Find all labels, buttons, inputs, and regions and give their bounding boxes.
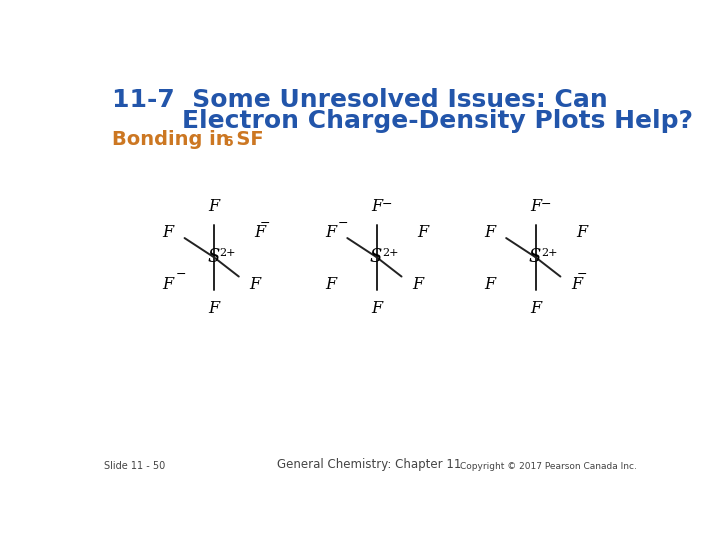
Text: 2+: 2+	[220, 248, 236, 258]
Text: 2+: 2+	[382, 248, 399, 258]
Text: −: −	[338, 217, 348, 230]
Text: F: F	[208, 300, 220, 316]
Text: F: F	[250, 276, 261, 293]
Text: F: F	[413, 276, 423, 293]
Text: F: F	[208, 198, 220, 215]
Text: 2+: 2+	[541, 248, 557, 258]
Text: S: S	[207, 247, 220, 266]
Text: F: F	[372, 300, 382, 316]
Text: F: F	[484, 276, 495, 293]
Text: F: F	[325, 224, 336, 241]
Text: S: S	[370, 247, 382, 266]
Text: F: F	[571, 276, 582, 293]
Text: Slide 11 - 50: Slide 11 - 50	[104, 461, 165, 471]
Text: F: F	[163, 224, 174, 241]
Text: F: F	[576, 224, 587, 241]
Text: F: F	[530, 300, 541, 316]
Text: F: F	[163, 276, 174, 293]
Text: F: F	[372, 198, 382, 215]
Text: −: −	[382, 198, 392, 211]
Text: General Chemistry: Chapter 11: General Chemistry: Chapter 11	[276, 458, 462, 471]
Text: −: −	[541, 198, 552, 211]
Text: 11-7  Some Unresolved Issues: Can: 11-7 Some Unresolved Issues: Can	[112, 88, 608, 112]
Text: F: F	[417, 224, 428, 241]
Text: F: F	[254, 224, 266, 241]
Text: F: F	[325, 276, 336, 293]
Text: Bonding in SF: Bonding in SF	[112, 130, 264, 149]
Text: Copyright © 2017 Pearson Canada Inc.: Copyright © 2017 Pearson Canada Inc.	[459, 462, 636, 471]
Text: −: −	[260, 217, 270, 230]
Text: −: −	[175, 268, 186, 281]
Text: −: −	[577, 268, 588, 281]
Text: 6: 6	[223, 135, 233, 149]
Text: F: F	[484, 224, 495, 241]
Text: Electron Charge-Density Plots Help?: Electron Charge-Density Plots Help?	[112, 109, 693, 133]
Text: F: F	[530, 198, 541, 215]
Text: S: S	[528, 247, 541, 266]
